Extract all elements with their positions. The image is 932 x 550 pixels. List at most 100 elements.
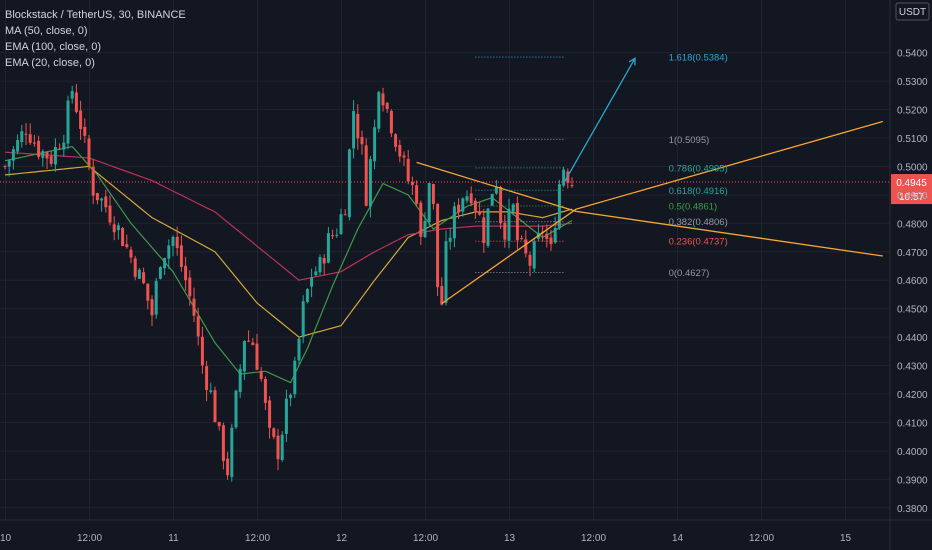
candle-body <box>255 343 259 370</box>
candle-body <box>297 338 301 361</box>
candle-body <box>209 390 213 392</box>
y-tick-label: 0.4100 <box>897 418 928 429</box>
currency-label: USDT <box>899 7 926 18</box>
fibonacci-levels: 1.618(0.5384) 1(0.5095) 0.786(0.4995) 0.618… <box>475 53 728 279</box>
candle-body <box>406 158 410 182</box>
x-tick-label: 14 <box>672 533 684 544</box>
x-tick-label: 12:00 <box>749 533 774 544</box>
candle-body <box>440 286 444 305</box>
candle-body <box>469 193 473 204</box>
chart-legend: Blockstack / TetherUS, 30, BINANCE MA (5… <box>5 7 186 71</box>
candle-body <box>461 198 465 212</box>
indicator-ema100-label[interactable]: EMA (100, close, 0) <box>5 41 101 53</box>
candle-body <box>280 434 284 461</box>
fib-level-label: 0.618(0.4916) <box>669 186 728 197</box>
candle-body <box>217 422 221 427</box>
candle-body <box>20 131 24 143</box>
x-tick-label: 11 <box>168 533 179 544</box>
candle-body <box>263 378 267 403</box>
price-axis: 0.5400 0.5300 0.5200 0.5100 0.5000 0.4900 0.48… <box>889 0 930 550</box>
countdown-label: 10:57 <box>899 192 924 203</box>
candle-body <box>301 301 305 338</box>
indicator-ema20-label[interactable]: EMA (20, close, 0) <box>5 57 95 69</box>
projection-arrow <box>563 57 636 184</box>
candle-body <box>272 428 276 437</box>
candle-body <box>532 241 536 269</box>
candle-body <box>553 228 557 243</box>
candle-body <box>310 277 314 287</box>
candle-body <box>74 92 78 113</box>
symbol-title[interactable]: Blockstack / TetherUS, 30, BINANCE <box>5 9 186 21</box>
candle-body <box>66 100 70 144</box>
candle-body <box>41 151 45 158</box>
candle-body <box>116 225 120 231</box>
candle-body <box>137 269 141 279</box>
candle-body <box>415 185 419 204</box>
y-tick-label: 0.4700 <box>897 248 928 259</box>
y-tick-label: 0.5000 <box>897 162 928 173</box>
candle-body <box>158 267 162 279</box>
candle-body <box>251 342 255 345</box>
candle-body <box>100 198 104 201</box>
trendline-upper-extension <box>576 210 883 257</box>
y-tick-label: 0.3800 <box>897 504 928 515</box>
candle-body <box>234 390 238 428</box>
candle-body <box>398 144 402 157</box>
candle-body <box>352 111 356 149</box>
y-tick-label: 0.5400 <box>897 49 928 60</box>
candle-body <box>53 147 57 165</box>
fib-level-label: 1(0.5095) <box>669 135 710 146</box>
candle-body <box>507 208 511 241</box>
candle-body <box>79 110 83 129</box>
candle-body <box>142 272 146 284</box>
x-tick-label: 12:00 <box>77 533 102 544</box>
last-price-label: 0.4945 <box>896 178 927 189</box>
candle-body <box>289 394 293 399</box>
y-tick-label: 0.4600 <box>897 276 928 287</box>
candle-body <box>49 156 53 164</box>
candle-body <box>230 427 234 478</box>
indicator-ma50-label[interactable]: MA (50, close, 0) <box>5 25 88 37</box>
arrow-head <box>628 57 636 66</box>
fib-level-label: 0(0.4627) <box>669 268 710 279</box>
candle-body <box>503 222 507 240</box>
candle-body <box>452 206 456 239</box>
candle-body <box>247 340 251 342</box>
candle-body <box>196 316 200 337</box>
indicator-lines <box>4 145 573 384</box>
candle-body <box>133 258 137 277</box>
candle-body <box>112 224 116 233</box>
candle-body <box>423 220 427 238</box>
fib-level-label: 0.382(0.4806) <box>669 217 728 228</box>
candle-body <box>16 140 20 152</box>
candle-body <box>163 257 167 269</box>
candle-body <box>28 134 32 143</box>
candle-body <box>95 193 99 201</box>
candle-body <box>108 205 112 223</box>
candle-body <box>490 193 494 206</box>
indicator-line <box>4 165 573 338</box>
candle-body <box>58 148 62 150</box>
candle-body <box>37 140 41 157</box>
y-tick-label: 0.4800 <box>897 219 928 230</box>
candle-body <box>402 155 406 158</box>
candle-body <box>377 92 381 129</box>
candle-body <box>171 236 175 246</box>
x-tick-label: 10 <box>0 533 11 544</box>
fib-level-label: 0.786(0.4995) <box>669 163 728 174</box>
candle-body <box>179 245 183 267</box>
candle-body <box>347 149 351 218</box>
candle-body <box>511 204 515 212</box>
candle-body <box>448 237 452 242</box>
candle-body <box>104 196 108 208</box>
candle-body <box>570 185 574 187</box>
candle-body <box>326 233 330 263</box>
x-tick-label: 12:00 <box>581 533 606 544</box>
candle-body <box>322 257 326 264</box>
candle-body <box>121 227 125 247</box>
candle-body <box>284 398 288 434</box>
candle-body <box>276 435 280 460</box>
candle-body <box>356 113 360 139</box>
indicator-line <box>4 151 573 281</box>
